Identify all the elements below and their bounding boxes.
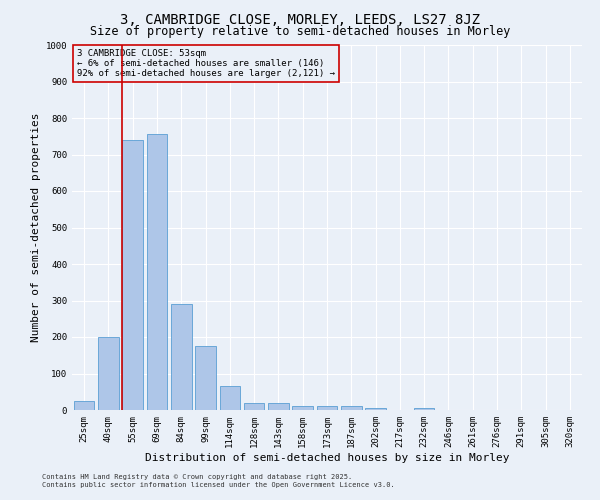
Bar	[414, 408, 434, 410]
Bar	[122, 140, 143, 410]
Bar	[74, 401, 94, 410]
Bar	[98, 337, 119, 410]
Bar	[292, 406, 313, 410]
Text: Size of property relative to semi-detached houses in Morley: Size of property relative to semi-detach…	[90, 25, 510, 38]
Bar	[317, 406, 337, 410]
Text: 3, CAMBRIDGE CLOSE, MORLEY, LEEDS, LS27 8JZ: 3, CAMBRIDGE CLOSE, MORLEY, LEEDS, LS27 …	[120, 12, 480, 26]
Y-axis label: Number of semi-detached properties: Number of semi-detached properties	[31, 113, 41, 342]
Bar	[341, 406, 362, 410]
Bar	[244, 402, 265, 410]
X-axis label: Distribution of semi-detached houses by size in Morley: Distribution of semi-detached houses by …	[145, 452, 509, 462]
Bar	[365, 408, 386, 410]
Bar	[268, 404, 289, 410]
Bar	[146, 134, 167, 410]
Bar	[171, 304, 191, 410]
Bar	[220, 386, 240, 410]
Bar	[195, 346, 216, 410]
Text: 3 CAMBRIDGE CLOSE: 53sqm
← 6% of semi-detached houses are smaller (146)
92% of s: 3 CAMBRIDGE CLOSE: 53sqm ← 6% of semi-de…	[77, 48, 335, 78]
Text: Contains HM Land Registry data © Crown copyright and database right 2025.
Contai: Contains HM Land Registry data © Crown c…	[42, 474, 395, 488]
